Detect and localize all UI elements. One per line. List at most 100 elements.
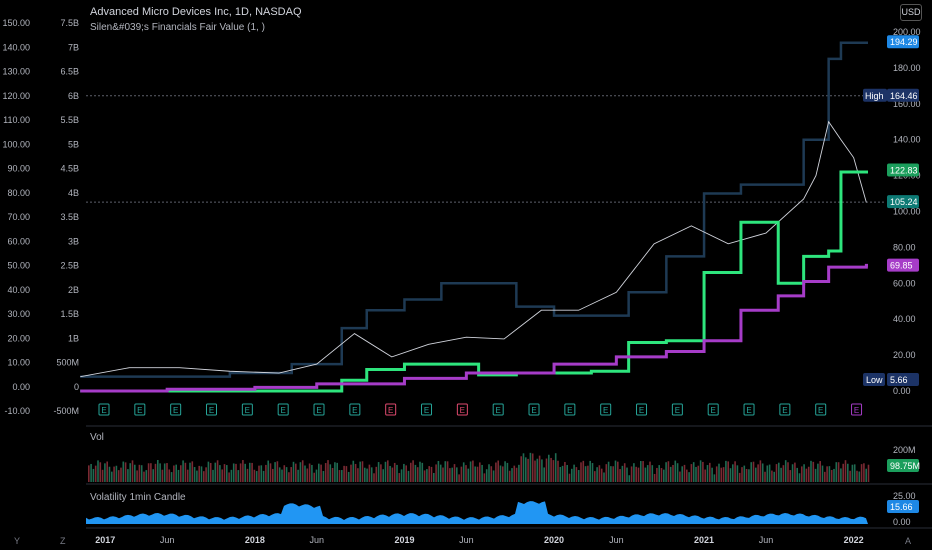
right-price-tick: 20.00 <box>893 350 916 360</box>
volume-bar <box>863 463 865 482</box>
currency-button[interactable]: USD <box>900 4 922 21</box>
volume-bar <box>410 462 412 482</box>
nav-letter-z[interactable]: Z <box>60 536 66 546</box>
left-price-tick: 140.00 <box>2 42 30 52</box>
volume-bar <box>157 460 159 482</box>
earnings-marker <box>671 403 683 416</box>
volume-bar <box>824 471 826 482</box>
volume-bar <box>380 464 382 482</box>
volume-bar <box>573 464 575 482</box>
volume-bar <box>605 464 608 482</box>
volatility-value-tag <box>887 500 919 513</box>
volume-bar <box>216 460 219 482</box>
volume-bar <box>324 463 327 482</box>
earnings-marker <box>456 403 468 416</box>
volume-bar <box>428 466 430 482</box>
green-value-tag-text: 122.83 <box>890 166 918 176</box>
volume-bar <box>646 465 649 482</box>
series-line-upper-band <box>80 41 868 378</box>
left-price-tick: 0.00 <box>12 382 30 392</box>
chart-title: Advanced Micro Devices Inc, 1D, NASDAQ <box>90 6 302 18</box>
volume-bar <box>315 469 318 482</box>
nav-letter-y[interactable]: Y <box>14 536 21 546</box>
volume-bar <box>702 461 704 482</box>
high-label: High <box>865 91 884 101</box>
high-value-tag-text: 164.46 <box>890 91 918 101</box>
volume-bar <box>343 465 345 482</box>
earnings-marker-label: E <box>567 406 572 415</box>
earnings-marker <box>492 403 504 416</box>
volume-value-tag <box>887 459 919 472</box>
volume-bar <box>115 465 118 482</box>
volume-bar <box>759 460 762 482</box>
volume-bar <box>741 467 743 482</box>
volume-bar <box>706 465 709 482</box>
volume-bar <box>292 461 295 482</box>
left-price-tick: 30.00 <box>7 309 30 319</box>
earnings-marker <box>98 403 110 416</box>
volume-bar <box>458 474 460 482</box>
earnings-marker-label: E <box>782 406 787 415</box>
volume-bar <box>140 465 143 482</box>
volume-bar <box>830 469 833 482</box>
vol-pane-label[interactable]: Vol <box>90 432 104 443</box>
volume-bar <box>387 460 389 482</box>
earnings-marker-label: E <box>854 406 859 415</box>
volume-bar <box>180 465 182 482</box>
vol-axis-tick: 200M <box>893 445 916 455</box>
volume-bar <box>357 468 359 482</box>
volume-bar <box>253 469 256 482</box>
volume-bar <box>92 468 95 482</box>
volume-bar <box>223 464 226 482</box>
volume-bar <box>603 472 605 482</box>
volume-bar <box>396 464 398 482</box>
volume-bar <box>269 463 272 482</box>
volume-bar <box>803 464 805 482</box>
volume-bar <box>626 467 628 482</box>
volume-bar <box>251 462 253 482</box>
volume-bar <box>768 464 771 482</box>
volume-bar <box>566 465 568 482</box>
volume-bar <box>715 466 718 482</box>
volume-bar <box>807 466 810 482</box>
right-price-tick: 160.00 <box>893 99 921 109</box>
volume-bar <box>718 463 720 482</box>
volume-bar <box>430 466 433 482</box>
volume-bar <box>412 460 414 482</box>
volume-bar <box>679 471 681 482</box>
volume-bar <box>88 465 90 482</box>
volume-bar <box>341 470 343 482</box>
volume-bar <box>736 465 739 482</box>
volume-bar <box>207 461 210 482</box>
volume-bar <box>791 464 794 482</box>
left-value-tick: 5B <box>68 139 79 149</box>
earnings-marker-label: E <box>352 406 357 415</box>
volatility-pane-label[interactable]: Volatility 1min Candle <box>90 492 186 503</box>
volume-bar <box>738 472 741 482</box>
volume-bar <box>419 461 421 482</box>
volume-bar <box>669 466 672 482</box>
volume-bar <box>370 467 373 482</box>
earnings-marker-label: E <box>209 406 214 415</box>
volume-bar <box>810 460 812 482</box>
volume-bar <box>764 471 766 482</box>
volume-bar <box>635 466 637 482</box>
volume-bar <box>134 464 136 482</box>
volume-bar <box>469 461 472 482</box>
earnings-marker-label: E <box>711 406 716 415</box>
nav-letter-a[interactable]: A <box>905 536 912 546</box>
right-price-tick: 80.00 <box>893 242 916 252</box>
volume-bar <box>262 470 265 482</box>
left-price-tick: 120.00 <box>2 91 30 101</box>
earnings-marker <box>349 403 361 416</box>
volume-bar <box>794 462 796 482</box>
volume-bar <box>564 461 566 482</box>
purple-value-tag-text: 69.85 <box>890 261 913 271</box>
volume-bar <box>640 460 642 482</box>
volume-bar <box>499 465 502 482</box>
indicator-label[interactable]: Silen&#039;s Financials Fair Value (1, ) <box>90 22 265 33</box>
volume-bar <box>865 468 867 482</box>
volume-bar <box>630 466 633 482</box>
